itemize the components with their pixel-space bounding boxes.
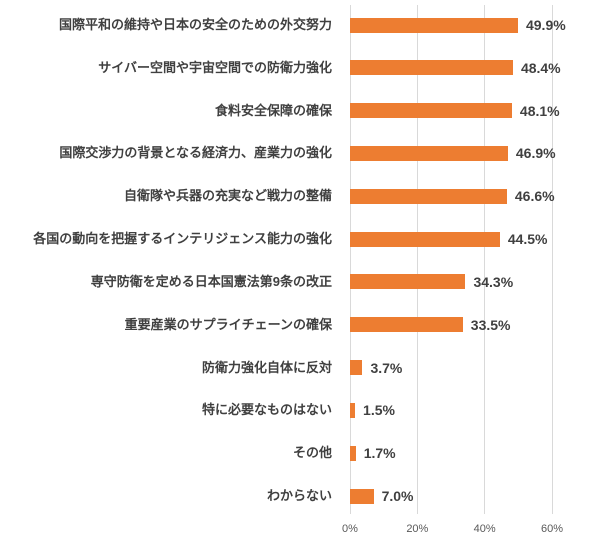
value-label: 48.4%	[520, 59, 561, 76]
x-axis-tick-label: 0%	[342, 523, 358, 535]
gridline	[349, 5, 351, 514]
x-axis-tick-label: 40%	[473, 523, 496, 535]
category-label: 防衛力強化自体に反対	[201, 359, 332, 375]
bar	[350, 274, 466, 290]
value-label: 46.6%	[514, 188, 555, 205]
bar	[350, 317, 463, 333]
category-label: 専守防衛を定める日本国憲法第9条の改正	[90, 273, 332, 289]
value-label: 1.5%	[363, 402, 395, 419]
category-label: 食料安全保障の確保	[214, 102, 332, 118]
bar	[350, 103, 512, 119]
category-label: 国際平和の維持や日本の安全のための外交努力	[58, 17, 332, 32]
value-label: 44.5%	[507, 231, 548, 248]
bar	[350, 17, 518, 33]
category-label: 自衛隊や兵器の充実など戦力の整備	[123, 188, 332, 204]
bar	[350, 402, 356, 418]
bar	[350, 445, 356, 461]
gridline	[484, 5, 486, 514]
category-label: 国際交渉力の背景となる経済力、産業力の強化	[59, 145, 332, 161]
bar	[350, 188, 507, 204]
category-label: その他	[292, 445, 332, 461]
value-label: 3.7%	[370, 359, 403, 376]
value-label: 34.3%	[473, 273, 514, 290]
category-label: サイバー空間や宇宙空間での防衛力強化	[98, 59, 332, 75]
category-label: 各国の動向を把握するインテリジェンス能力の強化	[33, 231, 332, 247]
value-label: 1.7%	[363, 445, 396, 462]
value-label: 33.5%	[470, 316, 511, 333]
x-axis-tick-label: 20%	[406, 523, 429, 535]
category-label: 重要産業のサプライチェーンの確保	[124, 316, 332, 332]
x-axis-tick-label: 60%	[540, 523, 564, 535]
bar	[350, 145, 508, 161]
bar	[350, 60, 513, 76]
gridline	[416, 5, 418, 514]
category-label: 特に必要なものはない	[201, 402, 332, 418]
value-label: 48.1%	[519, 102, 560, 119]
bar	[350, 360, 363, 376]
bar	[350, 488, 374, 504]
bar	[350, 231, 500, 247]
gridline	[551, 5, 553, 514]
category-label: わからない	[266, 488, 332, 504]
value-label: 46.9%	[515, 145, 556, 162]
value-label: 49.9%	[525, 17, 566, 33]
value-label: 7.0%	[381, 488, 414, 505]
